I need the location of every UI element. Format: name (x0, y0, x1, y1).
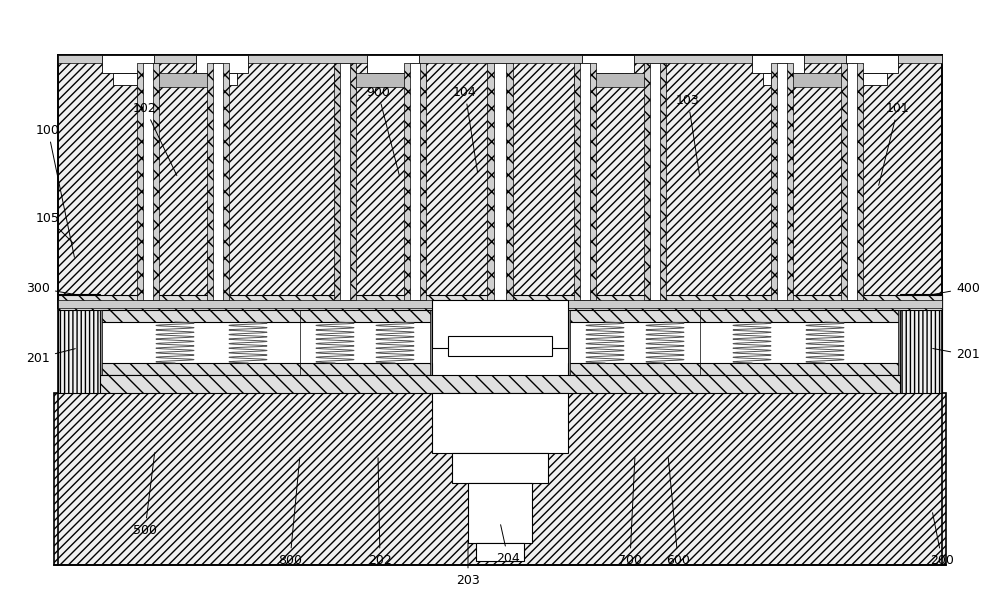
Bar (207, 73, 237, 85)
Bar (213, 63, 223, 300)
Bar (574, 73, 666, 87)
Bar (468, 483, 532, 543)
Bar (143, 63, 153, 300)
Text: 300: 300 (26, 281, 75, 295)
Bar (494, 63, 506, 300)
Bar (58, 295, 942, 310)
Text: 202: 202 (368, 458, 392, 567)
Bar (846, 55, 898, 73)
Bar (857, 73, 887, 85)
Bar (334, 63, 356, 300)
Bar (404, 63, 426, 300)
Text: 200: 200 (930, 513, 954, 567)
Text: 900: 900 (366, 85, 399, 176)
Bar (763, 73, 793, 85)
Bar (448, 336, 552, 356)
Bar (207, 63, 229, 300)
Bar (568, 310, 900, 322)
Text: 103: 103 (676, 93, 700, 175)
Bar (771, 63, 793, 300)
Bar (196, 55, 248, 73)
Text: 105: 105 (36, 211, 73, 243)
Bar (113, 73, 143, 85)
Bar (58, 294, 100, 393)
Bar (54, 393, 946, 565)
Bar (568, 310, 570, 375)
Bar (340, 63, 350, 300)
Bar (847, 63, 857, 300)
Bar (100, 363, 432, 375)
Bar (771, 73, 863, 87)
Bar (841, 63, 863, 300)
Bar (378, 73, 408, 85)
Bar (487, 63, 513, 300)
Text: 201: 201 (26, 349, 75, 365)
Text: 100: 100 (36, 123, 74, 257)
Bar (898, 310, 900, 375)
Bar (777, 63, 787, 300)
Bar (593, 73, 623, 85)
Text: 500: 500 (133, 453, 157, 537)
Text: 101: 101 (879, 101, 910, 185)
Bar (367, 55, 419, 73)
Text: 600: 600 (666, 458, 690, 567)
Text: 104: 104 (453, 85, 478, 173)
Bar (650, 63, 660, 300)
Bar (752, 55, 804, 73)
Text: 700: 700 (618, 458, 642, 567)
Bar (644, 63, 666, 300)
Bar (900, 294, 942, 393)
Bar (58, 55, 942, 63)
Bar (580, 63, 590, 300)
Bar (432, 393, 568, 453)
Text: 201: 201 (933, 349, 980, 362)
Bar (568, 363, 900, 375)
Bar (100, 375, 900, 393)
Bar (432, 300, 568, 348)
Bar (574, 63, 596, 300)
Bar (137, 63, 159, 300)
Bar (58, 55, 942, 308)
Text: 204: 204 (496, 525, 520, 564)
Bar (100, 310, 102, 375)
Bar (137, 73, 229, 87)
Text: 800: 800 (278, 458, 302, 567)
Bar (582, 55, 634, 73)
Bar (100, 310, 432, 322)
Bar (476, 543, 524, 561)
Bar (58, 300, 942, 308)
Bar (430, 310, 432, 375)
Text: 400: 400 (933, 281, 980, 295)
Bar (410, 63, 420, 300)
Bar (334, 73, 426, 87)
Bar (452, 453, 548, 483)
Bar (102, 55, 154, 73)
Text: 102: 102 (133, 101, 177, 176)
Text: 203: 203 (456, 541, 480, 586)
